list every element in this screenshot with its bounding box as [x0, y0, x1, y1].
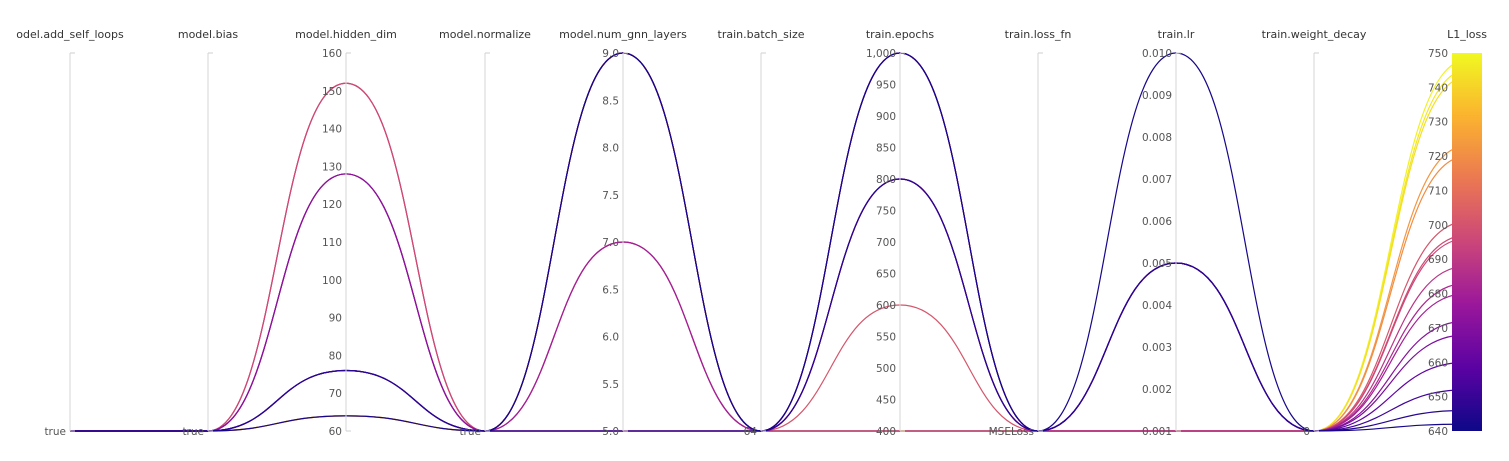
tick-label-hidden_dim: 90: [329, 313, 342, 325]
axis-num_gnn_layers[interactable]: model.num_gnn_layers 5.0 5.5 6.0 6.5 7.0 7.5 8.…: [559, 28, 687, 438]
tick-label-epochs: 800: [876, 174, 896, 186]
tick-label-hidden_dim: 150: [322, 86, 342, 98]
tick-label-hidden_dim: 120: [322, 199, 342, 211]
tick-label-epochs: 700: [876, 237, 896, 249]
tick-label-lr: 0.006: [1142, 216, 1172, 228]
tick-label-epochs: 900: [876, 111, 896, 123]
tick-label-num_gnn_layers: 9.0: [602, 48, 619, 60]
tick-label-L1_loss: 740: [1428, 82, 1448, 94]
tick-label-lr: 0.007: [1142, 174, 1172, 186]
tick-label-hidden_dim: 70: [329, 388, 342, 400]
tick-label-normalize: true: [459, 426, 481, 438]
axis-title-loss_fn: train.loss_fn: [1005, 28, 1072, 41]
tick-label-epochs: 1,000: [866, 48, 896, 60]
tick-label-num_gnn_layers: 6.5: [602, 284, 619, 296]
tick-label-epochs: 400: [876, 426, 896, 438]
run-line-6[interactable]: [70, 82, 1468, 432]
tick-label-epochs: 850: [876, 143, 896, 155]
tick-label-L1_loss: 720: [1428, 151, 1448, 163]
tick-label-num_gnn_layers: 8.5: [602, 95, 619, 107]
axis-title-batch_size: train.batch_size: [718, 28, 805, 41]
axis-loss_fn[interactable]: train.loss_fn MSELoss: [989, 28, 1072, 438]
tick-label-epochs: 650: [876, 269, 896, 281]
axis-title-normalize: model.normalize: [439, 28, 531, 41]
tick-label-epochs: 550: [876, 332, 896, 344]
tick-label-num_gnn_layers: 5.5: [602, 379, 619, 391]
axis-normalize[interactable]: model.normalize true: [439, 28, 531, 438]
tick-label-L1_loss: 710: [1428, 185, 1448, 197]
axis-title-epochs: train.epochs: [866, 28, 935, 41]
tick-label-L1_loss: 680: [1428, 289, 1448, 301]
tick-label-hidden_dim: 140: [322, 124, 342, 136]
run-line-16[interactable]: [70, 52, 1468, 432]
axis-bias[interactable]: model.bias true: [178, 28, 239, 438]
tick-label-L1_loss: 640: [1428, 426, 1448, 438]
tick-label-lr: 0.004: [1142, 300, 1172, 312]
tick-label-hidden_dim: 80: [329, 350, 342, 362]
axis-title-add_self_loops: odel.add_self_loops: [16, 28, 124, 41]
tick-label-num_gnn_layers: 5.0: [602, 426, 619, 438]
tick-label-epochs: 450: [876, 395, 896, 407]
tick-label-hidden_dim: 60: [329, 426, 342, 438]
tick-label-num_gnn_layers: 8.0: [602, 143, 619, 155]
axis-title-lr: train.lr: [1158, 28, 1195, 41]
axis-title-num_gnn_layers: model.num_gnn_layers: [559, 28, 687, 41]
tick-label-add_self_loops: true: [44, 426, 66, 438]
axis-L1_loss[interactable]: L1_loss 640 650 660 670 680 690 700 710 720 730 740…: [1428, 28, 1487, 438]
axis-title-hidden_dim: model.hidden_dim: [295, 28, 397, 41]
axis-hidden_dim[interactable]: model.hidden_dim 60 70 80 90 100 110 120 130 140 1…: [295, 28, 397, 438]
axis-title-weight_decay: train.weight_decay: [1262, 28, 1367, 41]
tick-label-lr: 0.002: [1142, 384, 1172, 396]
tick-label-weight_decay: 0: [1303, 426, 1310, 438]
tick-label-lr: 0.009: [1142, 90, 1172, 102]
axis-lr[interactable]: train.lr 0.001 0.002 0.003 0.004 0.005 0.006 0.…: [1142, 28, 1195, 438]
tick-label-num_gnn_layers: 7.0: [602, 237, 619, 249]
tick-label-L1_loss: 670: [1428, 323, 1448, 335]
tick-label-L1_loss: 730: [1428, 117, 1448, 129]
tick-label-L1_loss: 660: [1428, 357, 1448, 369]
tick-label-lr: 0.008: [1142, 132, 1172, 144]
tick-label-epochs: 750: [876, 206, 896, 218]
tick-label-L1_loss: 750: [1428, 48, 1448, 60]
tick-label-lr: 0.003: [1142, 342, 1172, 354]
tick-label-hidden_dim: 100: [322, 275, 342, 287]
axis-epochs[interactable]: train.epochs 400 450 500 550 600 650 700 750 800 8…: [866, 28, 935, 438]
tick-label-L1_loss: 690: [1428, 254, 1448, 266]
tick-label-num_gnn_layers: 6.0: [602, 332, 619, 344]
axis-title-L1_loss: L1_loss: [1447, 28, 1487, 41]
tick-label-L1_loss: 650: [1428, 392, 1448, 404]
axis-title-bias: model.bias: [178, 28, 239, 41]
tick-label-loss_fn: MSELoss: [989, 426, 1034, 438]
tick-label-num_gnn_layers: 7.5: [602, 190, 619, 202]
tick-label-L1_loss: 700: [1428, 220, 1448, 232]
tick-label-bias: true: [182, 426, 204, 438]
tick-label-lr: 0.010: [1142, 48, 1172, 60]
tick-label-hidden_dim: 130: [322, 161, 342, 173]
tick-label-epochs: 950: [876, 80, 896, 92]
axis-weight_decay[interactable]: train.weight_decay 0: [1262, 28, 1367, 438]
axis-batch_size[interactable]: train.batch_size 64: [718, 28, 805, 438]
tick-label-lr: 0.005: [1142, 258, 1172, 270]
tick-label-epochs: 500: [876, 363, 896, 375]
colorbar: [1452, 53, 1482, 431]
run-line-10[interactable]: [70, 173, 1468, 432]
run-line-15[interactable]: [70, 178, 1468, 432]
tick-label-hidden_dim: 160: [322, 48, 342, 60]
tick-label-hidden_dim: 110: [322, 237, 342, 249]
tick-label-batch_size: 64: [744, 426, 758, 438]
tick-label-epochs: 600: [876, 300, 896, 312]
tick-label-lr: 0.001: [1142, 426, 1172, 438]
run-line-9[interactable]: [70, 173, 1468, 432]
run-line-5[interactable]: [70, 82, 1468, 432]
axes-layer: odel.add_self_loopstruemodel.biastruemod…: [16, 28, 1487, 438]
run-lines-layer: [70, 52, 1468, 432]
